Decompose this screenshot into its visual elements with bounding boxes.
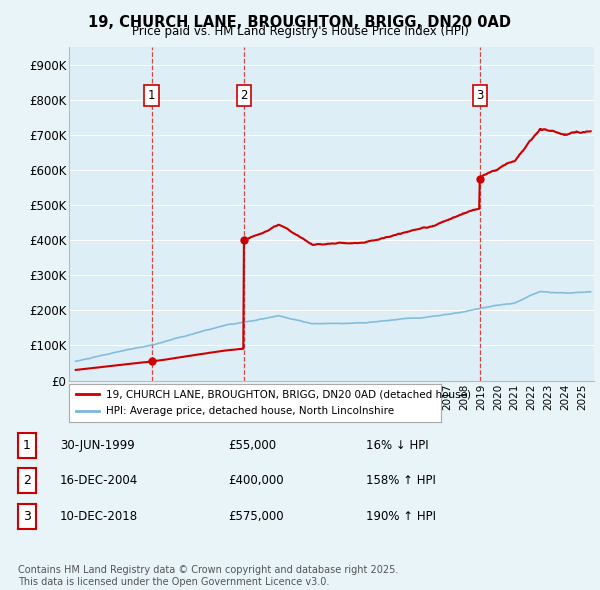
Text: 30-JUN-1999: 30-JUN-1999 [60,439,135,452]
Text: 190% ↑ HPI: 190% ↑ HPI [366,510,436,523]
Text: HPI: Average price, detached house, North Lincolnshire: HPI: Average price, detached house, Nort… [106,406,394,416]
Text: Contains HM Land Registry data © Crown copyright and database right 2025.
This d: Contains HM Land Registry data © Crown c… [18,565,398,587]
Text: 16% ↓ HPI: 16% ↓ HPI [366,439,428,452]
Text: 3: 3 [476,89,484,102]
Text: 19, CHURCH LANE, BROUGHTON, BRIGG, DN20 0AD (detached house): 19, CHURCH LANE, BROUGHTON, BRIGG, DN20 … [106,389,471,399]
Text: 3: 3 [23,510,31,523]
Text: 1: 1 [148,89,155,102]
Text: Price paid vs. HM Land Registry's House Price Index (HPI): Price paid vs. HM Land Registry's House … [131,25,469,38]
Text: 19, CHURCH LANE, BROUGHTON, BRIGG, DN20 0AD: 19, CHURCH LANE, BROUGHTON, BRIGG, DN20 … [89,15,511,30]
Text: 2: 2 [240,89,248,102]
Text: £575,000: £575,000 [228,510,284,523]
Text: 1: 1 [23,439,31,452]
Text: 10-DEC-2018: 10-DEC-2018 [60,510,138,523]
Text: 16-DEC-2004: 16-DEC-2004 [60,474,138,487]
Text: 158% ↑ HPI: 158% ↑ HPI [366,474,436,487]
Text: £55,000: £55,000 [228,439,276,452]
Text: 2: 2 [23,474,31,487]
Text: £400,000: £400,000 [228,474,284,487]
